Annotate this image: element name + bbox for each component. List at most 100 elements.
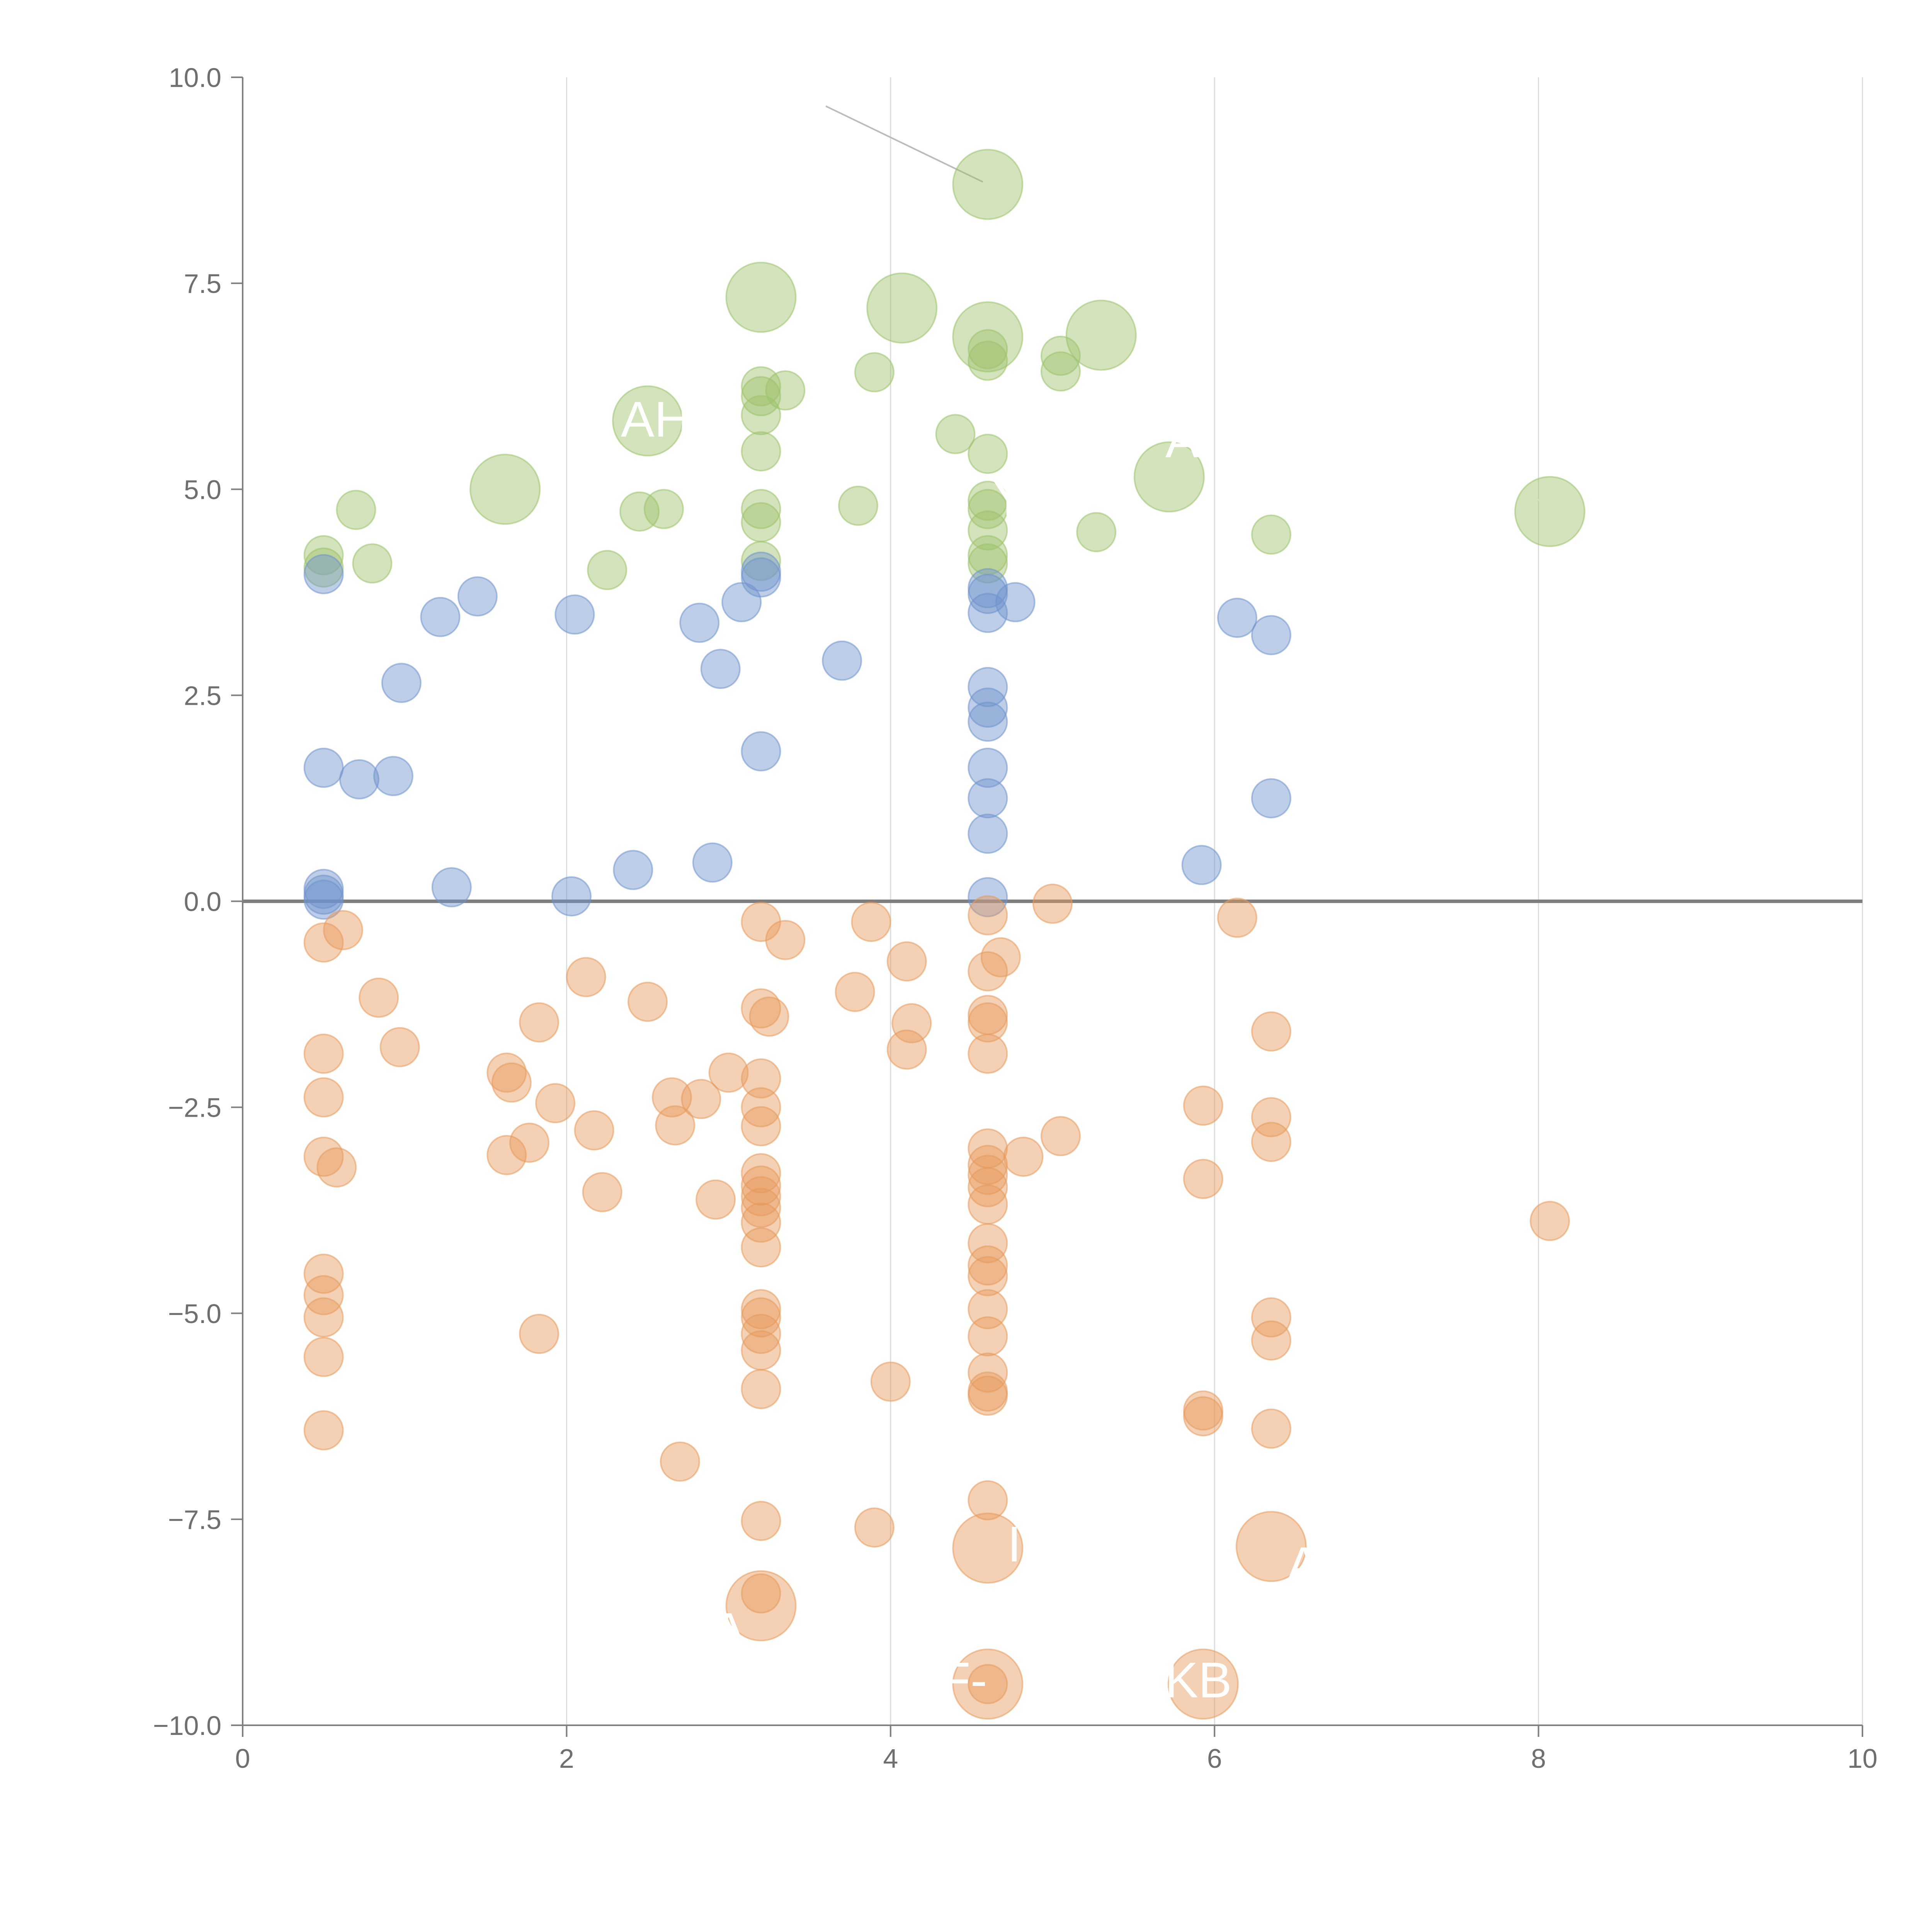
data-point [535, 1083, 576, 1123]
data-point [628, 981, 668, 1022]
data-point [323, 910, 363, 951]
data-point [968, 1184, 1008, 1225]
data-point [741, 1058, 781, 1099]
data-point [1040, 351, 1081, 392]
data-point [582, 1172, 622, 1213]
data-point [952, 149, 1024, 220]
data-point [968, 667, 1008, 707]
annotation-label: KB [1165, 1652, 1232, 1708]
data-point [968, 687, 1008, 728]
data-point [886, 1029, 927, 1070]
data-point [381, 663, 422, 703]
data-point [980, 937, 1021, 978]
annotations: AH YO IL KB F- A A A [621, 391, 1321, 1708]
data-point [1251, 1011, 1291, 1052]
data-point [316, 1147, 357, 1188]
data-point [854, 352, 895, 393]
annotation-label: F- [940, 1652, 987, 1708]
y-tick-label: 0.0 [184, 887, 221, 917]
y-tick-label: 5.0 [184, 474, 221, 505]
data-points [303, 149, 1585, 1720]
data-point [741, 1187, 781, 1228]
data-point [1514, 476, 1585, 547]
data-point [854, 1507, 895, 1548]
data-point [995, 582, 1036, 622]
data-point [952, 1512, 1024, 1584]
data-point [968, 1376, 1008, 1416]
data-point [968, 1034, 1008, 1074]
data-point [725, 262, 797, 333]
data-point [1251, 615, 1291, 655]
data-point [886, 941, 927, 982]
data-point [1065, 299, 1137, 371]
data-point [1167, 1648, 1239, 1720]
data-point [968, 329, 1008, 369]
y-tick-label: 7.5 [184, 269, 221, 299]
data-point [679, 602, 720, 643]
data-point [303, 1136, 344, 1177]
data-point [519, 1002, 560, 1043]
data-point [968, 543, 1008, 584]
data-point [692, 842, 733, 883]
data-point [721, 582, 762, 622]
data-point [303, 869, 344, 909]
data-point [1251, 514, 1291, 555]
annotation-label: A [712, 1602, 745, 1659]
y-tick-label: 10.0 [169, 63, 221, 93]
y-tick-label: −10.0 [153, 1711, 221, 1741]
data-point [1183, 1390, 1223, 1431]
data-point [1529, 1201, 1570, 1241]
data-point [968, 1145, 1008, 1185]
data-point [891, 1003, 932, 1044]
annotation-leader-line [736, 278, 759, 294]
annotation-leader-line [1173, 456, 1199, 474]
data-point [741, 1202, 781, 1243]
data-point [303, 1275, 344, 1315]
data-point [741, 489, 781, 529]
data-point [303, 1034, 344, 1074]
data-point [968, 593, 1008, 633]
data-point [587, 550, 628, 590]
data-point [303, 1077, 344, 1118]
data-point [968, 895, 1008, 935]
data-point [303, 554, 344, 594]
data-point [968, 1316, 1008, 1357]
data-point [741, 1165, 781, 1206]
annotation-label: A [1165, 412, 1199, 468]
data-point [1076, 512, 1117, 553]
data-point [509, 1122, 549, 1163]
data-point [1251, 1122, 1291, 1162]
data-point [1251, 1320, 1291, 1361]
annotation-leader-line [450, 476, 502, 488]
data-point [708, 1053, 749, 1093]
data-point [968, 1664, 1008, 1704]
data-point [968, 748, 1008, 788]
data-point [1183, 1085, 1223, 1126]
data-point [838, 485, 878, 526]
data-point [741, 366, 781, 406]
data-point [835, 972, 875, 1012]
data-point [1133, 441, 1205, 513]
data-point [741, 541, 781, 581]
data-point [359, 978, 399, 1018]
y-tick-label: 2.5 [184, 680, 221, 711]
data-point [741, 1573, 781, 1614]
data-point [968, 1256, 1008, 1296]
data-point [373, 756, 413, 796]
data-point [420, 597, 461, 637]
data-point [1032, 883, 1073, 924]
x-axis-ticks: 0 2 4 6 8 10 [235, 1725, 1878, 1774]
data-point [655, 1105, 696, 1146]
x-tick-label: 2 [559, 1743, 574, 1774]
data-point [968, 1002, 1008, 1043]
data-point [352, 543, 393, 584]
data-point [741, 1369, 781, 1409]
data-point [741, 1289, 781, 1330]
data-point [1251, 778, 1291, 818]
annotation-leader-line [1104, 311, 1126, 333]
data-point [1183, 1159, 1223, 1199]
data-point [303, 922, 344, 963]
data-point [968, 1155, 1008, 1195]
data-point [336, 490, 376, 530]
